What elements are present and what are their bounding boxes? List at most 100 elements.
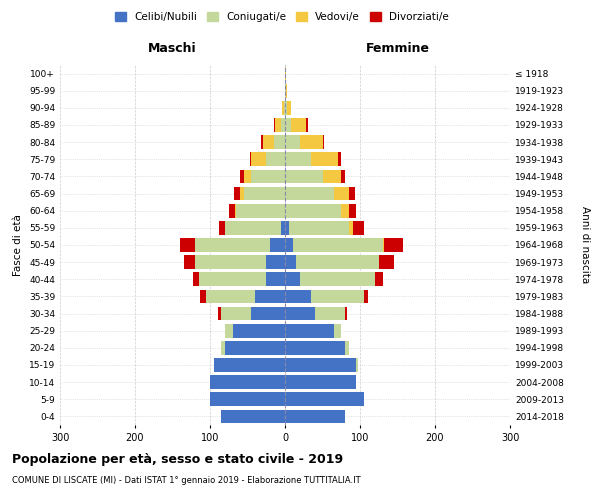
Bar xyxy=(225,341,285,354)
Bar xyxy=(244,170,251,183)
Bar xyxy=(285,186,334,200)
Bar xyxy=(337,152,341,166)
Bar xyxy=(281,221,285,234)
Bar xyxy=(334,324,341,338)
Bar xyxy=(199,272,266,286)
Bar xyxy=(285,101,287,114)
Bar xyxy=(200,290,206,304)
Bar xyxy=(287,101,291,114)
Bar xyxy=(383,238,384,252)
Bar xyxy=(300,272,375,286)
Bar xyxy=(219,221,225,234)
Bar xyxy=(251,152,266,166)
Bar xyxy=(341,204,349,218)
Bar xyxy=(240,186,244,200)
Bar xyxy=(206,290,255,304)
Text: Anni di nascita: Anni di nascita xyxy=(580,206,590,284)
Bar xyxy=(286,84,287,98)
Bar xyxy=(263,136,274,149)
Bar xyxy=(285,152,311,166)
Text: COMUNE DI LISCATE (MI) - Dati ISTAT 1° gennaio 2019 - Elaborazione TUTTITALIA.IT: COMUNE DI LISCATE (MI) - Dati ISTAT 1° g… xyxy=(12,476,361,485)
Bar xyxy=(285,324,334,338)
Bar xyxy=(210,392,285,406)
Bar xyxy=(282,101,284,114)
Bar xyxy=(284,101,285,114)
Bar xyxy=(349,186,355,200)
Bar xyxy=(233,324,285,338)
Bar xyxy=(353,221,364,234)
Bar xyxy=(214,358,285,372)
Bar xyxy=(285,376,356,389)
Bar xyxy=(218,306,221,320)
Bar xyxy=(255,290,285,304)
Bar xyxy=(261,136,263,149)
Y-axis label: Fasce di età: Fasce di età xyxy=(13,214,23,276)
Bar xyxy=(221,341,225,354)
Bar xyxy=(221,306,251,320)
Bar xyxy=(323,136,324,149)
Bar xyxy=(250,152,251,166)
Bar xyxy=(349,204,356,218)
Bar xyxy=(285,118,291,132)
Bar xyxy=(251,170,285,183)
Bar xyxy=(285,358,356,372)
Text: Popolazione per età, sesso e stato civile - 2019: Popolazione per età, sesso e stato civil… xyxy=(12,452,343,466)
Bar xyxy=(195,256,266,269)
Legend: Celibi/Nubili, Coniugati/e, Vedovi/e, Divorziati/e: Celibi/Nubili, Coniugati/e, Vedovi/e, Di… xyxy=(111,8,453,26)
Bar xyxy=(379,256,394,269)
Bar xyxy=(281,118,285,132)
Bar xyxy=(285,392,364,406)
Bar xyxy=(375,272,383,286)
Bar xyxy=(285,410,345,424)
Bar xyxy=(266,152,285,166)
Bar xyxy=(225,324,233,338)
Bar xyxy=(274,136,285,149)
Bar xyxy=(195,238,270,252)
Bar xyxy=(285,290,311,304)
Bar xyxy=(285,341,345,354)
Bar xyxy=(285,306,315,320)
Bar xyxy=(270,238,285,252)
Bar xyxy=(236,204,285,218)
Bar xyxy=(240,170,244,183)
Bar xyxy=(291,118,306,132)
Bar xyxy=(229,204,235,218)
Bar xyxy=(306,118,308,132)
Bar xyxy=(384,238,403,252)
Text: Maschi: Maschi xyxy=(148,42,197,54)
Bar xyxy=(311,290,364,304)
Bar xyxy=(285,272,300,286)
Bar xyxy=(285,204,341,218)
Bar xyxy=(266,256,285,269)
Bar xyxy=(356,358,358,372)
Bar xyxy=(274,118,275,132)
Bar xyxy=(349,221,353,234)
Bar xyxy=(311,152,337,166)
Bar xyxy=(285,170,323,183)
Bar xyxy=(285,238,293,252)
Bar xyxy=(234,186,240,200)
Bar xyxy=(235,204,236,218)
Bar xyxy=(221,410,285,424)
Bar xyxy=(285,66,286,80)
Bar xyxy=(334,186,349,200)
Bar xyxy=(193,272,199,286)
Bar xyxy=(345,341,349,354)
Bar xyxy=(180,238,195,252)
Bar xyxy=(266,272,285,286)
Bar xyxy=(323,170,341,183)
Bar xyxy=(315,306,345,320)
Bar xyxy=(364,290,367,304)
Text: Femmine: Femmine xyxy=(365,42,430,54)
Bar xyxy=(251,306,285,320)
Bar xyxy=(285,84,286,98)
Bar xyxy=(341,170,345,183)
Bar xyxy=(285,221,289,234)
Bar xyxy=(285,136,300,149)
Bar xyxy=(293,238,383,252)
Bar xyxy=(289,221,349,234)
Bar xyxy=(296,256,379,269)
Bar xyxy=(345,306,347,320)
Bar xyxy=(285,256,296,269)
Bar xyxy=(300,136,323,149)
